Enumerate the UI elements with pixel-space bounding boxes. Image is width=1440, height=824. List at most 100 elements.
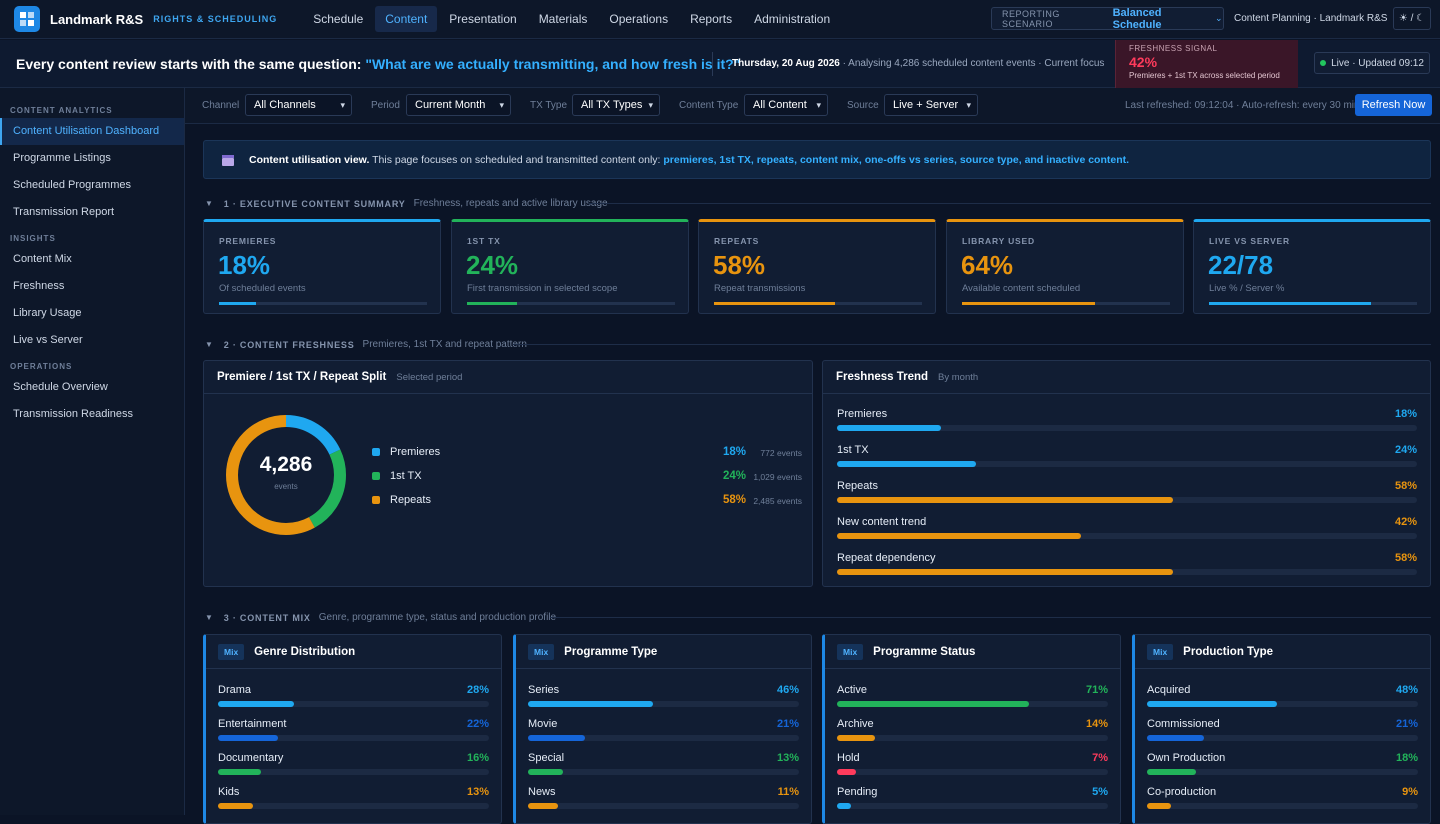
bar-row: Premieres 18%	[837, 408, 1417, 438]
sidebar-item-transmission-report[interactable]: Transmission Report	[13, 206, 115, 218]
section-header-mix[interactable]: ▼ 3 · CONTENT MIX Genre, programme type, s…	[205, 612, 556, 623]
mix-card-header: Mix Production Type	[1135, 635, 1430, 669]
donut-segment-repeats[interactable]	[226, 415, 346, 535]
donut-segment-1st-tx[interactable]	[226, 415, 346, 535]
clapperboard-icon	[222, 155, 234, 166]
bar-fill	[218, 769, 262, 775]
kpi-subtitle: First transmission in selected scope	[467, 283, 618, 294]
mix-tag: Mix	[218, 643, 245, 660]
section-header-summary[interactable]: ▼ 1 · EXECUTIVE CONTENT SUMMARY Freshness,…	[205, 198, 608, 209]
bar-row: Acquired 48%	[1147, 684, 1418, 714]
kpi-label: LIBRARY USED	[962, 236, 1035, 246]
banner-title: Content utilisation view.	[249, 154, 370, 166]
sidebar: CONTENT ANALYTICS Content Utilisation Das…	[0, 88, 185, 815]
bar-track	[837, 735, 1108, 741]
legend-row[interactable]: 1st TX 24% 1,029 events	[372, 469, 802, 485]
bar-row: Hold 7%	[837, 752, 1108, 782]
sidebar-item-live-vs-server[interactable]: Live vs Server	[13, 334, 83, 346]
bar-track	[528, 769, 799, 775]
period-select[interactable]: Current Month ▾	[406, 94, 511, 116]
refresh-now-button[interactable]: Refresh Now	[1355, 94, 1432, 116]
tx-type-select[interactable]: All TX Types ▾	[572, 94, 660, 116]
chevron-down-icon: ▾	[340, 100, 345, 110]
channel-select[interactable]: All Channels ▾	[245, 94, 352, 116]
bar-row: News 11%	[528, 786, 799, 816]
kpi-value: 18%	[218, 250, 271, 280]
nav-item-content[interactable]: Content	[375, 6, 438, 32]
theme-toggle-button[interactable]: ☀ / ☾	[1393, 7, 1431, 30]
sidebar-item-library-usage[interactable]: Library Usage	[13, 307, 82, 319]
mix-tag: Mix	[837, 643, 864, 660]
bar-row: Pending 5%	[837, 786, 1108, 816]
nav-item-materials[interactable]: Materials	[538, 12, 588, 26]
kpi-value: 24%	[466, 250, 519, 280]
filter-bar: Channel All Channels ▾ Period Current Mon…	[185, 88, 1440, 124]
sidebar-item-freshness[interactable]: Freshness	[13, 280, 65, 292]
bar-row: Series 46%	[528, 684, 799, 714]
bar-row: Active 71%	[837, 684, 1108, 714]
nav-item-schedule[interactable]: Schedule	[313, 12, 364, 26]
bar-track	[218, 701, 489, 707]
bar-track	[837, 497, 1417, 503]
kpi-value: 58%	[713, 250, 766, 280]
mix-card-header: Mix Genre Distribution	[206, 635, 501, 669]
split-subtitle: Selected period	[396, 371, 463, 383]
bar-track	[837, 701, 1108, 707]
nav-item-operations[interactable]: Operations	[609, 12, 669, 26]
bar-track	[1147, 803, 1418, 809]
bar-row: Drama 28%	[218, 684, 489, 714]
bar-track	[218, 769, 489, 775]
section-header-freshness[interactable]: ▼ 2 · CONTENT FRESHNESS Premieres, 1st TX …	[205, 339, 527, 350]
nav-item-administration[interactable]: Administration	[754, 12, 831, 26]
sidebar-item-transmission-readiness[interactable]: Transmission Readiness	[13, 408, 134, 420]
signal-label: FRESHNESS SIGNAL	[1129, 44, 1218, 53]
sidebar-item-content-mix[interactable]: Content Mix	[13, 253, 72, 265]
bar-fill	[218, 735, 278, 741]
donut-total-label: events	[274, 482, 298, 491]
bar-label: Documentary	[218, 752, 284, 764]
legend-row[interactable]: Premieres 18% 772 events	[372, 445, 802, 461]
bar-track	[528, 735, 799, 741]
legend-row[interactable]: Repeats 58% 2,485 events	[372, 493, 802, 509]
bar-label: Acquired	[1147, 684, 1191, 696]
bar-percent: 11%	[777, 786, 799, 798]
info-banner: Content utilisation view. This page focu…	[203, 140, 1431, 179]
content-type-select[interactable]: All Content ▾	[744, 94, 828, 116]
bar-label: Own Production	[1147, 752, 1226, 764]
sidebar-item-programme-listings[interactable]: Programme Listings	[13, 152, 111, 164]
period-label: Period	[371, 100, 400, 111]
bar-track	[218, 803, 489, 809]
sidebar-item-schedule-overview[interactable]: Schedule Overview	[13, 381, 108, 393]
legend-swatch	[372, 496, 380, 504]
bar-percent: 22%	[466, 718, 489, 730]
bar-track	[837, 461, 1417, 467]
sidebar-item-content-utilisation-dashboard[interactable]: Content Utilisation Dashboard	[0, 118, 184, 145]
bar-row: Entertainment 22%	[218, 718, 489, 748]
source-select[interactable]: Live + Server ▾	[884, 94, 978, 116]
bar-fill	[837, 769, 856, 775]
hero-meta-text: · Analysing 4,286 scheduled content even…	[839, 58, 1105, 69]
bar-row: 1st TX 24%	[837, 444, 1417, 474]
bar-label: Pending	[837, 786, 878, 798]
kpi-subtitle: Available content scheduled	[962, 283, 1081, 294]
bar-percent: 21%	[776, 718, 799, 730]
bar-percent: 7%	[1092, 752, 1108, 764]
kpi-label: PREMIERES	[219, 236, 277, 246]
nav-item-presentation[interactable]: Presentation	[449, 12, 517, 26]
nav-item-reports[interactable]: Reports	[690, 12, 733, 26]
bar-percent: 13%	[776, 752, 799, 764]
bar-percent: 16%	[466, 752, 489, 764]
bar-percent: 42%	[1394, 516, 1417, 528]
bar-label: Active	[837, 684, 867, 696]
hero-highlight: "What are we actually transmitting, and …	[365, 56, 741, 72]
app-logo-icon[interactable]	[14, 6, 40, 32]
bar-track	[837, 803, 1108, 809]
sidebar-item-scheduled-programmes[interactable]: Scheduled Programmes	[13, 179, 132, 191]
bar-fill	[1147, 769, 1196, 775]
divider	[712, 52, 713, 76]
bar-label: Movie	[528, 718, 558, 730]
section-divider	[513, 344, 1431, 345]
kpi-progress-fill	[962, 302, 1096, 305]
bar-track	[528, 701, 799, 707]
reporting-scenario-select[interactable]: REPORTING SCENARIO Balanced Schedule ⌄	[991, 7, 1224, 31]
